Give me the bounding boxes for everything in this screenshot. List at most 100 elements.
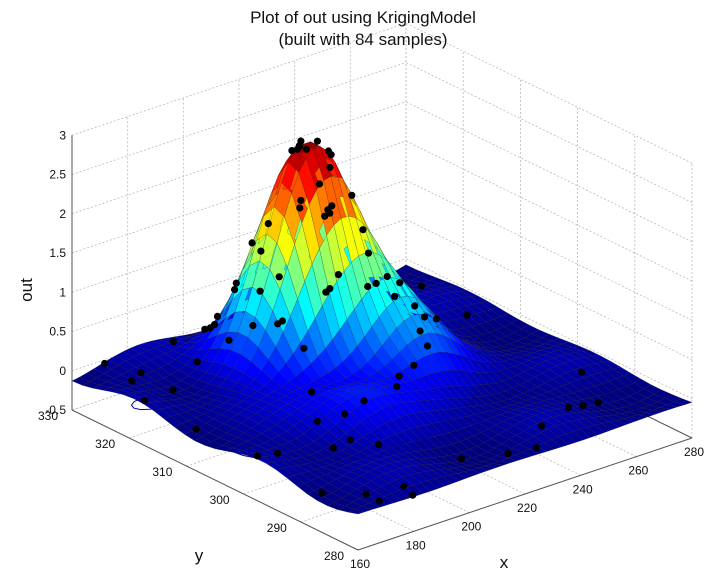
grid-line	[405, 219, 693, 360]
sample-point	[359, 226, 367, 234]
sample-point	[417, 282, 426, 290]
sample-point	[253, 452, 261, 460]
sample-point	[463, 311, 471, 319]
grid-line	[71, 22, 407, 136]
grid-line	[405, 22, 693, 164]
z-tick-label: 2	[59, 207, 66, 221]
chart-subtitle: (built with 84 samples)	[278, 30, 448, 49]
sample-point	[288, 147, 296, 155]
sample-point	[232, 279, 240, 287]
sample-point	[416, 327, 424, 335]
y-tick-label: 320	[95, 437, 115, 451]
sample-point	[169, 386, 177, 394]
sample-point	[231, 286, 239, 294]
sample-point	[410, 361, 418, 369]
x-tick-label: 260	[628, 464, 648, 478]
sample-point	[346, 436, 354, 444]
sample-point	[364, 249, 373, 257]
grid-line	[71, 62, 407, 175]
sample-points	[101, 137, 602, 505]
sample-point	[248, 239, 256, 247]
sample-point	[457, 455, 466, 463]
sample-point	[313, 417, 321, 425]
sample-point	[137, 369, 145, 377]
sample-point	[393, 382, 401, 391]
sample-point	[201, 325, 209, 333]
sample-point	[308, 388, 316, 396]
sample-point	[274, 449, 282, 457]
sample-point	[169, 338, 178, 346]
sample-point	[396, 279, 404, 287]
z-axis-label: out	[17, 278, 36, 302]
y-axis-label: y	[195, 546, 204, 565]
x-tick-label: 200	[461, 520, 481, 534]
grid-line	[405, 101, 693, 243]
sample-point	[383, 272, 391, 281]
sample-point	[372, 279, 380, 287]
sample-point	[225, 336, 233, 344]
y-tick-label: 290	[267, 521, 287, 535]
x-tick-label: 160	[350, 557, 370, 571]
surface-cell	[673, 398, 693, 405]
sample-point	[213, 312, 222, 320]
z-tick-label: 2.5	[49, 168, 66, 182]
sample-point	[400, 482, 408, 490]
sample-point	[375, 497, 383, 505]
sample-point	[564, 404, 573, 412]
grid-line	[405, 140, 693, 282]
x-axis-line	[357, 437, 693, 551]
sample-point	[594, 399, 602, 407]
x-tick-label: 180	[406, 538, 426, 552]
sample-point	[391, 292, 399, 300]
sample-point	[409, 491, 417, 499]
sample-point	[275, 273, 283, 281]
sample-point	[329, 444, 337, 452]
x-axis-label: x	[500, 553, 509, 572]
sample-point	[257, 247, 265, 255]
sample-point	[326, 209, 334, 217]
sample-point	[192, 425, 200, 433]
grid-line	[71, 140, 407, 254]
sample-point	[302, 145, 311, 153]
x-tick-label: 220	[517, 501, 537, 515]
sample-point	[532, 444, 540, 452]
sample-point	[362, 490, 370, 498]
sample-point	[341, 410, 349, 418]
sample-point	[293, 145, 302, 153]
sample-point	[297, 196, 305, 204]
sample-point	[249, 322, 257, 330]
sample-point	[326, 285, 334, 293]
sample-point	[264, 220, 272, 228]
sample-point	[278, 317, 286, 325]
sample-point	[420, 313, 429, 321]
sample-point	[334, 271, 342, 279]
z-tick-label: 1.5	[49, 246, 66, 260]
z-tick-label: 3	[59, 128, 66, 142]
sample-point	[411, 302, 419, 310]
y-tick-label: 300	[210, 493, 230, 507]
sample-point	[140, 397, 149, 405]
sample-point	[300, 344, 308, 352]
sample-point	[206, 324, 214, 332]
y-tick-label: 330	[38, 409, 58, 423]
grid-line	[405, 62, 693, 203]
z-tick-label: 0.5	[49, 325, 66, 339]
sample-point	[348, 191, 356, 199]
sample-point	[364, 282, 372, 291]
x-tick-label: 280	[684, 445, 704, 459]
sample-point	[327, 151, 335, 159]
grid-line	[71, 101, 407, 215]
sample-point	[256, 287, 264, 295]
y-axis-line	[71, 409, 359, 551]
sample-point	[296, 204, 304, 212]
x-tick-label: 240	[573, 482, 593, 496]
grid-line	[405, 179, 693, 321]
sample-point	[578, 368, 586, 376]
sample-point	[374, 441, 383, 449]
chart-title: Plot of out using KrigingModel	[250, 8, 476, 27]
sample-point	[423, 342, 432, 350]
sample-point	[128, 377, 136, 385]
z-tick-label: -0.5	[45, 403, 66, 417]
sample-point	[193, 358, 201, 366]
sample-point	[315, 180, 324, 188]
